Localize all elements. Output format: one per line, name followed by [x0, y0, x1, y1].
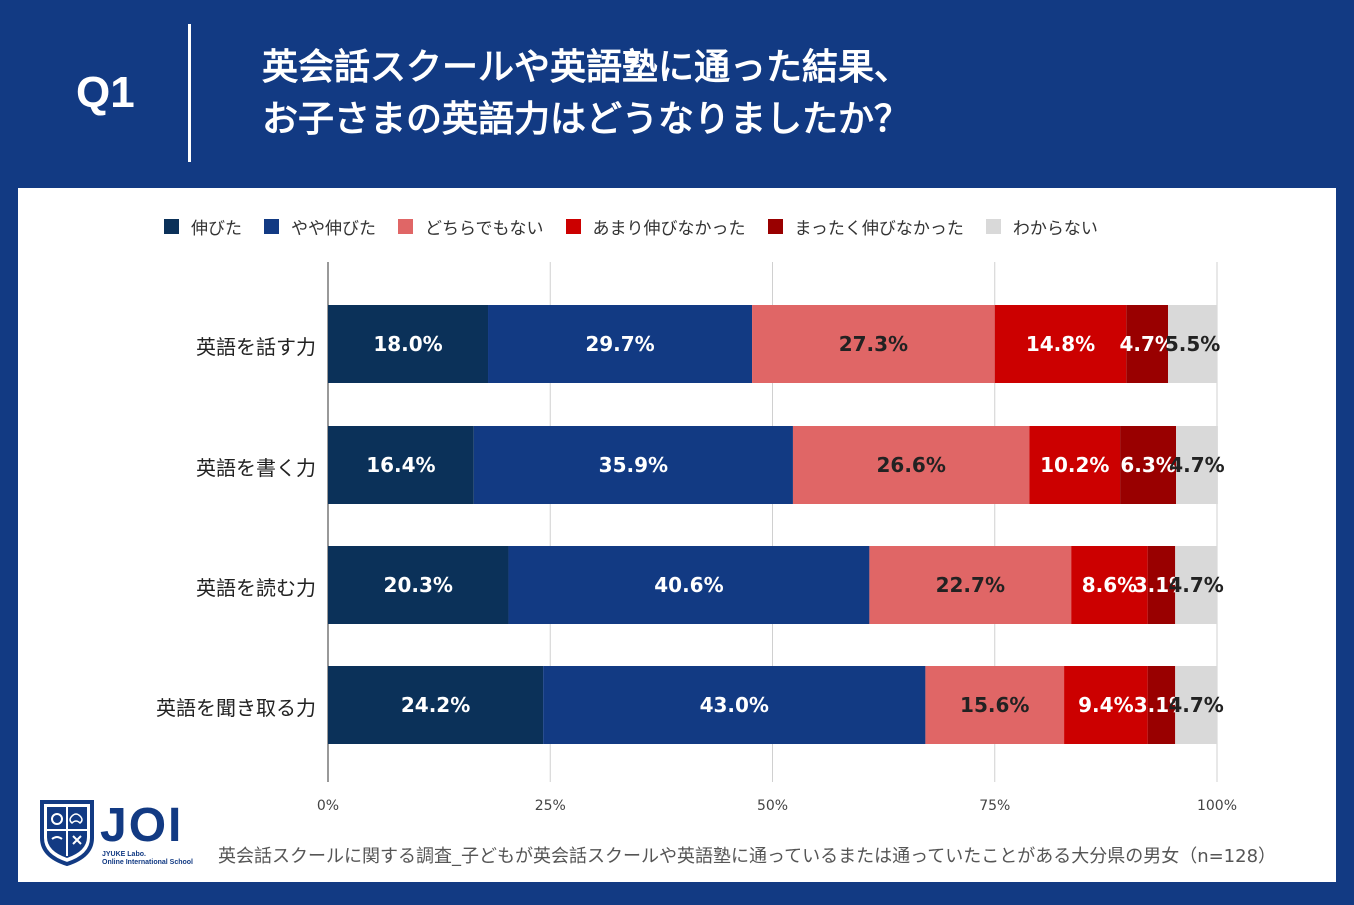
- category-label: 英語を話す力: [196, 335, 316, 359]
- legend-label: 伸びた: [191, 218, 242, 239]
- question-number: Q1: [76, 68, 135, 117]
- logo-subtitle-line-2: Online International School: [102, 859, 194, 866]
- legend-swatch: [264, 218, 279, 234]
- data-label: 6.3%: [1120, 453, 1175, 477]
- legend-item: あまり伸びなかった: [565, 214, 746, 239]
- legend-label: あまり伸びなかった: [592, 218, 746, 239]
- logo-wordmark: JOI: [100, 799, 184, 852]
- joi-logo-icon: [38, 798, 96, 870]
- data-label: 10.2%: [1040, 453, 1109, 477]
- data-label: 4.7%: [1168, 573, 1223, 597]
- bar-segment: [1029, 426, 1121, 504]
- legend-swatch: [565, 218, 581, 234]
- x-tick-label: 25%: [535, 798, 566, 814]
- bar-segment: [1168, 305, 1217, 383]
- data-label: 22.7%: [936, 573, 1005, 597]
- bar-segment: [1147, 666, 1176, 744]
- data-label: 5.5%: [1165, 332, 1220, 356]
- bar-segment: [1147, 546, 1176, 624]
- legend-label: やや伸びた: [291, 218, 376, 239]
- survey-note: 英会話スクールに関する調査_子どもが英会話スクールや英語塾に通っているまたは通っ…: [218, 846, 1277, 867]
- bar-segment: [1120, 426, 1177, 504]
- bar-segment: [1176, 426, 1218, 504]
- data-label: 35.9%: [599, 453, 668, 477]
- x-tick-label: 75%: [979, 798, 1010, 814]
- legend-label: どちらでもない: [425, 218, 544, 239]
- data-label: 40.6%: [654, 573, 723, 597]
- question-title-line-1: 英会話スクールや英語塾に通った結果、: [262, 47, 911, 88]
- legend-label: まったく伸びなかった: [794, 218, 964, 239]
- data-label: 18.0%: [373, 332, 442, 356]
- legend-swatch: [985, 218, 1001, 234]
- bar-segment: [488, 305, 753, 383]
- bar-segment: [1126, 305, 1169, 383]
- data-label: 26.6%: [876, 453, 945, 477]
- x-tick-label: 50%: [757, 798, 788, 814]
- logo-subtitle-line-1: JYUKE Labo.: [102, 851, 146, 858]
- bar-segment: [543, 666, 926, 744]
- category-label: 英語を聞き取る力: [156, 696, 316, 720]
- category-label: 英語を書く力: [196, 456, 316, 480]
- data-label: 14.8%: [1026, 332, 1095, 356]
- header-divider: [188, 24, 191, 162]
- chart-legend: 伸びた やや伸びた どちらでもない あまり伸びなかった まったく伸びなかった わからない: [164, 214, 1120, 239]
- data-label: 27.3%: [839, 332, 908, 356]
- header: Q1 英会話スクールや英語塾に通った結果、 お子さまの英語力はどうなりましたか？: [0, 0, 1354, 188]
- legend-swatch: [767, 218, 783, 234]
- bar-segment: [473, 426, 793, 504]
- bar-segment: [1071, 546, 1148, 624]
- legend-swatch: [164, 218, 179, 234]
- bar-segment: [328, 666, 544, 744]
- question-title-line-2: お子さまの英語力はどうなりましたか？: [262, 99, 911, 140]
- chart-panel: [18, 188, 1336, 882]
- bar-segment: [994, 305, 1127, 383]
- data-label: 4.7%: [1168, 693, 1223, 717]
- data-label: 15.6%: [960, 693, 1029, 717]
- bar-segment: [925, 666, 1065, 744]
- data-label: 8.6%: [1082, 573, 1137, 597]
- bar-segment: [1064, 666, 1148, 744]
- bar-segment: [752, 305, 995, 383]
- legend-item: やや伸びた: [264, 214, 376, 239]
- data-label: 4.7%: [1119, 332, 1174, 356]
- data-label: 9.4%: [1078, 693, 1133, 717]
- category-label: 英語を読む力: [196, 576, 316, 600]
- data-label: 4.7%: [1169, 453, 1224, 477]
- data-label: 20.3%: [384, 573, 453, 597]
- bar-segment: [328, 426, 474, 504]
- bar-segment: [792, 426, 1030, 504]
- bar-segment: [1175, 546, 1217, 624]
- legend-item: どちらでもない: [398, 214, 544, 239]
- legend-item: わからない: [985, 214, 1098, 239]
- legend-swatch: [398, 218, 413, 234]
- data-label: 24.2%: [401, 693, 470, 717]
- x-tick-label: 100%: [1197, 798, 1237, 814]
- question-title: 英会話スクールや英語塾に通った結果、 お子さまの英語力はどうなりましたか？: [262, 42, 910, 146]
- legend-item: まったく伸びなかった: [767, 214, 964, 239]
- bar-segment: [1175, 666, 1217, 744]
- bar-segment: [508, 546, 870, 624]
- data-label: 29.7%: [585, 332, 654, 356]
- legend-label: わからない: [1012, 218, 1098, 239]
- logo-subtitle: JYUKE Labo. Online International School: [102, 851, 193, 867]
- x-tick-label: 0%: [317, 798, 339, 814]
- legend-item: 伸びた: [164, 214, 242, 239]
- bar-segment: [869, 546, 1072, 624]
- data-label: 16.4%: [366, 453, 435, 477]
- data-label: 43.0%: [700, 693, 769, 717]
- bar-segment: [328, 546, 509, 624]
- bar-segment: [328, 305, 489, 383]
